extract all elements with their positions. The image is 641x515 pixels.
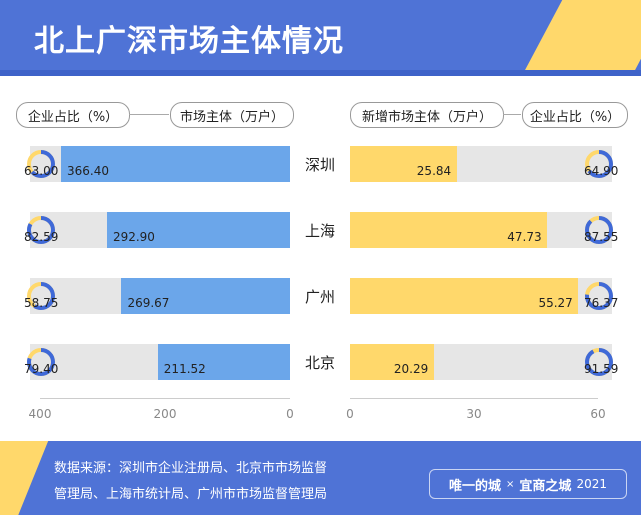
left-bar <box>106 212 290 248</box>
left-pct-donut <box>27 282 55 310</box>
left-pct-value: 63.00 <box>24 164 59 178</box>
left-pct-value: 58.75 <box>24 296 59 310</box>
right-bar-value: 55.27 <box>538 296 573 310</box>
left-pct-donut <box>27 216 55 244</box>
legend-right-new: 新增市场主体（万户） <box>350 102 504 128</box>
legend-left-pct: 企业占比（%） <box>16 102 130 128</box>
left-x-tick: 0 <box>286 407 294 421</box>
right-x-tick: 0 <box>346 407 354 421</box>
category-label: 广州 <box>304 288 335 306</box>
right-bar <box>350 212 548 248</box>
header-underline <box>0 70 641 76</box>
right-x-tick: 30 <box>466 407 482 421</box>
category-label: 深圳 <box>304 156 335 174</box>
left-axis-line <box>40 398 290 399</box>
brand-year: 2021 <box>576 477 607 491</box>
left-pct-donut <box>27 348 55 376</box>
brand-separator: × <box>506 478 515 490</box>
header-banner: 北上广深市场主体情况 <box>0 0 641 76</box>
right-bar <box>350 278 579 314</box>
right-pct-value: 87.55 <box>584 230 619 244</box>
right-axis-line <box>350 398 598 399</box>
left-pct-value: 79.40 <box>24 362 59 376</box>
right-pct-value: 64.90 <box>584 164 619 178</box>
left-pct-value: 82.59 <box>24 230 59 244</box>
legend-right-connector <box>503 114 521 115</box>
right-pct-value: 91.59 <box>584 362 619 376</box>
header-accent-shape <box>509 0 641 76</box>
left-bar <box>121 278 290 314</box>
left-pct-donut <box>27 150 55 178</box>
right-x-tick: 60 <box>590 407 606 421</box>
right-pct-donut <box>585 348 613 376</box>
category-label: 北京 <box>304 354 335 372</box>
right-pct-donut <box>585 150 613 178</box>
right-bar-value: 20.29 <box>393 362 429 376</box>
brand-text-a: 唯一的城 <box>449 478 502 494</box>
footer-accent-shape <box>0 441 49 515</box>
source-line-1: 数据来源：深圳市企业注册局、北京市市场监督 <box>54 461 328 476</box>
category-label: 上海 <box>304 222 335 240</box>
left-bar-value: 269.67 <box>127 296 170 310</box>
right-pct-value: 76.37 <box>584 296 619 310</box>
brand-text-b: 宜商之城 <box>519 478 572 494</box>
left-bar <box>157 344 290 380</box>
right-pct-donut <box>585 216 613 244</box>
left-x-tick: 200 <box>153 407 177 421</box>
left-bar-value: 292.90 <box>112 230 155 244</box>
legend-right-pct: 企业占比（%） <box>522 102 628 128</box>
right-bar <box>350 344 434 380</box>
right-bar-value: 25.84 <box>416 164 452 178</box>
legend-left-connector <box>129 114 169 115</box>
left-bar-value: 366.40 <box>67 164 109 178</box>
right-bar <box>350 146 457 182</box>
left-x-tick: 400 <box>28 407 52 421</box>
legend-left-count: 市场主体（万户） <box>170 102 294 128</box>
right-pct-donut <box>585 282 613 310</box>
left-bar <box>61 146 290 182</box>
footer-banner: 数据来源：深圳市企业注册局、北京市市场监督 管理局、上海市统计局、广州市市场监督… <box>0 441 641 515</box>
page-title: 北上广深市场主体情况 <box>34 24 344 59</box>
right-bar-value: 47.73 <box>507 230 542 244</box>
source-line-2: 管理局、上海市统计局、广州市市场监督管理局 <box>54 487 328 502</box>
left-bar-value: 211.52 <box>163 362 206 376</box>
brand-badge: 唯一的城 × 宜商之城 2021 <box>429 469 627 499</box>
